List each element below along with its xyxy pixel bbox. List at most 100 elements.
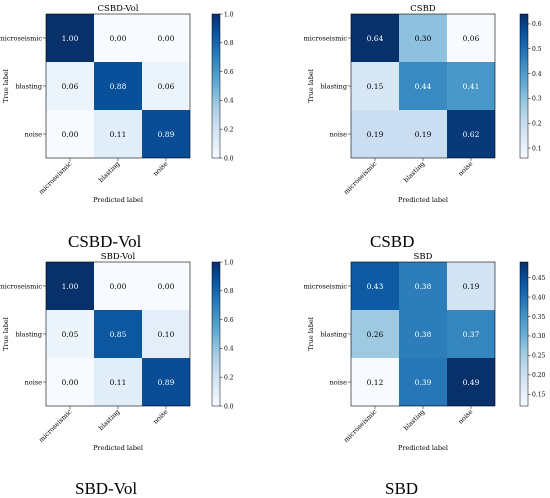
y-axis-label: True label <box>307 69 315 103</box>
y-tick-label: noise <box>330 131 348 139</box>
matrix-cell <box>399 14 447 62</box>
y-tick-label: microseismic <box>304 35 348 43</box>
cell-value-label: 0.85 <box>110 330 127 339</box>
y-axis-label: True label <box>307 317 315 351</box>
panel-caption: SBD <box>385 479 418 498</box>
cell-value-label: 0.44 <box>415 82 432 91</box>
colorbar-tick-label: 0.8 <box>224 288 234 295</box>
matrix-cell <box>142 358 190 406</box>
cell-value-label: 0.38 <box>415 330 432 339</box>
colorbar-tick-label: 1.0 <box>224 259 234 266</box>
matrix-cell <box>447 310 495 358</box>
colorbar-tick-label: 0.4 <box>224 98 234 105</box>
matrix-cell <box>399 358 447 406</box>
y-tick-label: blasting <box>321 83 348 91</box>
cell-value-label: 0.11 <box>110 130 127 139</box>
matrix-cell <box>142 262 190 310</box>
colorbar-tick-label: 0.20 <box>532 372 546 379</box>
confusion-matrix-panel: SBD-Vol 1.00 0.00 0.00 0.05 0.85 0.10 0.00 0.11 0… <box>0 252 234 498</box>
x-tick-label: microseismic <box>37 160 74 197</box>
y-tick-label: blasting <box>16 331 43 339</box>
colorbar-tick-label: 0.3 <box>532 96 542 103</box>
confusion-matrix-panel: CSBD 0.64 0.30 0.06 0.15 0.44 0.41 0.19 0.19 0.62… <box>304 4 542 251</box>
matrix-cell <box>351 310 399 358</box>
colorbar-tick-label: 0.6 <box>532 21 542 28</box>
colorbar-tick-label: 0.0 <box>224 403 234 410</box>
cell-value-label: 0.37 <box>463 330 480 339</box>
matrix-cell <box>351 262 399 310</box>
cell-value-label: 0.26 <box>367 330 384 339</box>
matrix-cell <box>94 110 142 158</box>
matrix-cell <box>142 14 190 62</box>
panel-caption: CSBD <box>370 232 414 251</box>
colorbar-tick-label: 0.4 <box>532 71 542 78</box>
y-tick-label: microseismic <box>0 35 42 43</box>
y-tick-label: noise <box>330 379 348 387</box>
cell-value-label: 0.00 <box>158 282 175 291</box>
colorbar-tick-label: 0.30 <box>532 333 546 340</box>
colorbar-tick-label: 0.8 <box>224 40 234 47</box>
y-tick-label: noise <box>25 131 43 139</box>
colorbar-tick-label: 0.45 <box>532 275 546 282</box>
matrix-cell <box>351 62 399 110</box>
panel-title: CSBD <box>410 4 436 14</box>
cell-value-label: 0.15 <box>367 82 384 91</box>
cell-value-label: 0.00 <box>110 282 127 291</box>
cell-value-label: 0.06 <box>158 82 175 91</box>
cell-value-label: 0.88 <box>110 82 127 91</box>
cell-value-label: 0.39 <box>415 378 432 387</box>
x-axis-label: Predicted label <box>398 196 448 204</box>
y-tick-label: blasting <box>16 83 43 91</box>
matrix-cell <box>46 358 94 406</box>
matrix-cell <box>447 14 495 62</box>
y-axis-label: True label <box>2 69 10 103</box>
matrix-cell <box>142 110 190 158</box>
matrix-cell <box>46 110 94 158</box>
panel-title: SBD-Vol <box>101 252 136 262</box>
x-tick-label: noise <box>456 160 474 178</box>
matrix-cell <box>447 262 495 310</box>
cell-value-label: 0.06 <box>463 34 480 43</box>
colorbar <box>211 261 221 407</box>
matrix-cell <box>399 62 447 110</box>
cell-value-label: 0.30 <box>415 34 432 43</box>
matrix-cell <box>46 62 94 110</box>
cell-value-label: 0.12 <box>367 378 384 387</box>
matrix-cell <box>447 358 495 406</box>
x-axis-label: Predicted label <box>93 196 143 204</box>
colorbar-tick-label: 0.2 <box>532 121 542 128</box>
cell-value-label: 0.38 <box>415 282 432 291</box>
panel-title: CSBD-Vol <box>98 4 139 14</box>
matrix-cell <box>94 310 142 358</box>
colorbar-tick-label: 0.6 <box>224 69 234 76</box>
panel-caption: SBD-Vol <box>75 479 137 498</box>
cell-value-label: 0.00 <box>62 378 79 387</box>
y-tick-label: blasting <box>321 331 348 339</box>
cell-value-label: 0.43 <box>367 282 384 291</box>
cell-value-label: 0.00 <box>62 130 79 139</box>
matrix-cell <box>142 62 190 110</box>
colorbar <box>211 13 221 159</box>
x-tick-label: microseismic <box>37 408 74 445</box>
cell-value-label: 0.19 <box>367 130 384 139</box>
x-axis-label: Predicted label <box>93 444 143 452</box>
cell-value-label: 1.00 <box>62 282 79 291</box>
colorbar-tick-label: 0.6 <box>224 317 234 324</box>
colorbar <box>519 13 529 159</box>
x-tick-label: microseismic <box>342 160 379 197</box>
x-tick-label: microseismic <box>342 408 379 445</box>
cell-value-label: 0.62 <box>463 130 480 139</box>
cell-value-label: 0.11 <box>110 378 127 387</box>
cell-value-label: 0.19 <box>415 130 432 139</box>
y-tick-label: microseismic <box>304 283 348 291</box>
y-axis-label: True label <box>2 317 10 351</box>
panel-title: SBD <box>414 252 433 262</box>
colorbar-tick-label: 0.40 <box>532 294 546 301</box>
colorbar-tick-label: 0.2 <box>224 127 234 134</box>
cell-value-label: 0.10 <box>158 330 175 339</box>
matrix-cell <box>399 310 447 358</box>
matrix-cell <box>46 262 94 310</box>
confusion-matrix-panel: CSBD-Vol 1.00 0.00 0.00 0.06 0.88 0.06 0.00 0.11… <box>0 4 234 251</box>
matrix-cell <box>447 62 495 110</box>
matrix-cell <box>94 358 142 406</box>
